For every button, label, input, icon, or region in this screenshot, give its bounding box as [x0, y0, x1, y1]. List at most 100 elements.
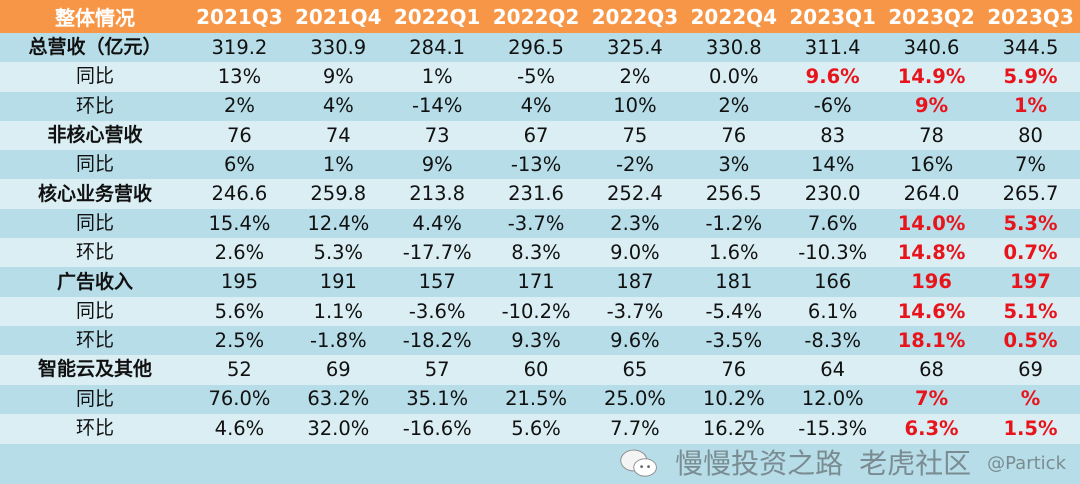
header-period: 2023Q3	[981, 0, 1080, 33]
header-period: 2023Q1	[783, 0, 883, 33]
table-cell: -13%	[486, 150, 586, 180]
row-label: 总营收（亿元）	[0, 33, 190, 63]
row-label: 同比	[0, 208, 190, 239]
table-cell: %	[981, 384, 1080, 414]
table-cell: -3.6%	[387, 296, 487, 326]
table-cell: 76	[190, 120, 289, 151]
table-cell: 296.5	[486, 33, 586, 63]
table-cell: 76	[684, 120, 784, 151]
table-cell: 246.6	[190, 179, 289, 209]
table-row: 环比 2.6% 5.3% -17.7% 8.3% 9.0% 1.6% -10.3% 14.8% 0…	[0, 238, 1080, 268]
wechat-icon	[620, 449, 657, 477]
table-cell: 73	[387, 120, 487, 151]
table-cell: 1%	[387, 62, 487, 92]
table-cell: 284.1	[387, 33, 487, 63]
header-period: 2023Q2	[882, 0, 981, 33]
table-cell: 74	[288, 120, 388, 151]
table-cell: 9.6%	[585, 325, 685, 356]
table-row: 同比 15.4% 12.4% 4.4% -3.7% 2.3% -1.2% 7.6% 14.0% 5…	[0, 208, 1080, 239]
table-cell: -5%	[486, 62, 586, 92]
table-cell: -3.7%	[486, 208, 586, 239]
table-cell: 252.4	[585, 179, 685, 209]
table-cell: -10.3%	[783, 238, 883, 268]
table-cell: 5.6%	[190, 296, 289, 326]
table-cell: 5.3%	[981, 208, 1080, 239]
table-cell: 9.6%	[783, 62, 883, 92]
table-cell: 5.1%	[981, 296, 1080, 326]
table-cell: 7.6%	[783, 208, 883, 239]
table-cell: 75	[585, 120, 685, 151]
table-cell: 319.2	[190, 33, 289, 63]
table-cell: 76	[684, 355, 784, 385]
table-cell: -10.2%	[486, 296, 586, 326]
table-cell: 14%	[783, 150, 883, 180]
watermark-account: 慢慢投资之路	[675, 447, 844, 480]
table-row: 智能云及其他 52 69 57 60 65 76 64 68 69	[0, 355, 1080, 385]
table-cell: 63.2%	[288, 384, 388, 414]
table-cell: 213.8	[387, 179, 487, 209]
table-row: 环比 4.6% 32.0% -16.6% 5.6% 7.7% 16.2% -15.3% 6.3%…	[0, 413, 1080, 444]
table-cell: 15.4%	[190, 208, 289, 239]
table-row: 广告收入 195 191 157 171 187 181 166 196 197	[0, 267, 1080, 297]
table-cell: -14%	[387, 91, 487, 121]
table-cell: 10%	[585, 91, 685, 121]
table-cell: 9%	[288, 62, 388, 92]
table-cell: 264.0	[882, 179, 981, 209]
table-cell: 14.8%	[882, 238, 981, 268]
table-cell: 2.6%	[190, 238, 289, 268]
table-cell: -16.6%	[387, 413, 487, 444]
table-cell: 4%	[288, 91, 388, 121]
row-label: 广告收入	[0, 267, 190, 297]
header-period: 2022Q2	[486, 0, 586, 33]
table-cell: 181	[684, 267, 784, 297]
row-label: 环比	[0, 413, 190, 444]
table-cell: 8.3%	[486, 238, 586, 268]
table-cell: 83	[783, 120, 883, 151]
table-cell: 311.4	[783, 33, 883, 63]
table-cell: -1.2%	[684, 208, 784, 239]
table-cell: 78	[882, 120, 981, 151]
table-cell: 21.5%	[486, 384, 586, 414]
table-cell: 7%	[882, 384, 981, 414]
table-cell: 32.0%	[288, 413, 388, 444]
table-cell: 259.8	[288, 179, 388, 209]
table-cell: 67	[486, 120, 586, 151]
table-cell: 6.3%	[882, 413, 981, 444]
table-cell: 69	[288, 355, 388, 385]
table-cell: 197	[981, 267, 1080, 297]
table-cell: 330.8	[684, 33, 784, 63]
header-period: 2022Q3	[585, 0, 685, 33]
table-cell: 231.6	[486, 179, 586, 209]
table-cell: 1%	[288, 150, 388, 180]
table-cell: 13%	[190, 62, 289, 92]
row-label: 同比	[0, 62, 190, 92]
table-cell: 69	[981, 355, 1080, 385]
table-cell: 166	[783, 267, 883, 297]
table-cell: 256.5	[684, 179, 784, 209]
table-cell: 14.6%	[882, 296, 981, 326]
table-cell: 265.7	[981, 179, 1080, 209]
table-cell: 60	[486, 355, 586, 385]
table-row: 总营收（亿元） 319.2 330.9 284.1 296.5 325.4 330.8 311…	[0, 33, 1080, 63]
table-cell: 187	[585, 267, 685, 297]
table-cell: 330.9	[288, 33, 388, 63]
table-cell: 9.0%	[585, 238, 685, 268]
table-cell: 76.0%	[190, 384, 289, 414]
table-cell: -17.7%	[387, 238, 487, 268]
table-cell: 14.0%	[882, 208, 981, 239]
header-label: 整体情况	[0, 0, 190, 33]
table-cell: 2.5%	[190, 325, 289, 356]
table-cell: -5.4%	[684, 296, 784, 326]
table-cell: 6.1%	[783, 296, 883, 326]
header-period: 2022Q4	[684, 0, 784, 33]
table-cell: 57	[387, 355, 487, 385]
row-label: 同比	[0, 150, 190, 180]
row-label: 非核心营收	[0, 120, 190, 151]
table-row: 环比 2.5% -1.8% -18.2% 9.3% 9.6% -3.5% -8.3% 18.1%…	[0, 325, 1080, 356]
table-cell: 230.0	[783, 179, 883, 209]
table-cell: 0.7%	[981, 238, 1080, 268]
table-cell: 12.0%	[783, 384, 883, 414]
table-row: 同比 13% 9% 1% -5% 2% 0.0% 9.6% 14.9% 5.9%	[0, 62, 1080, 92]
table-cell: 196	[882, 267, 981, 297]
table-cell: 0.5%	[981, 325, 1080, 356]
